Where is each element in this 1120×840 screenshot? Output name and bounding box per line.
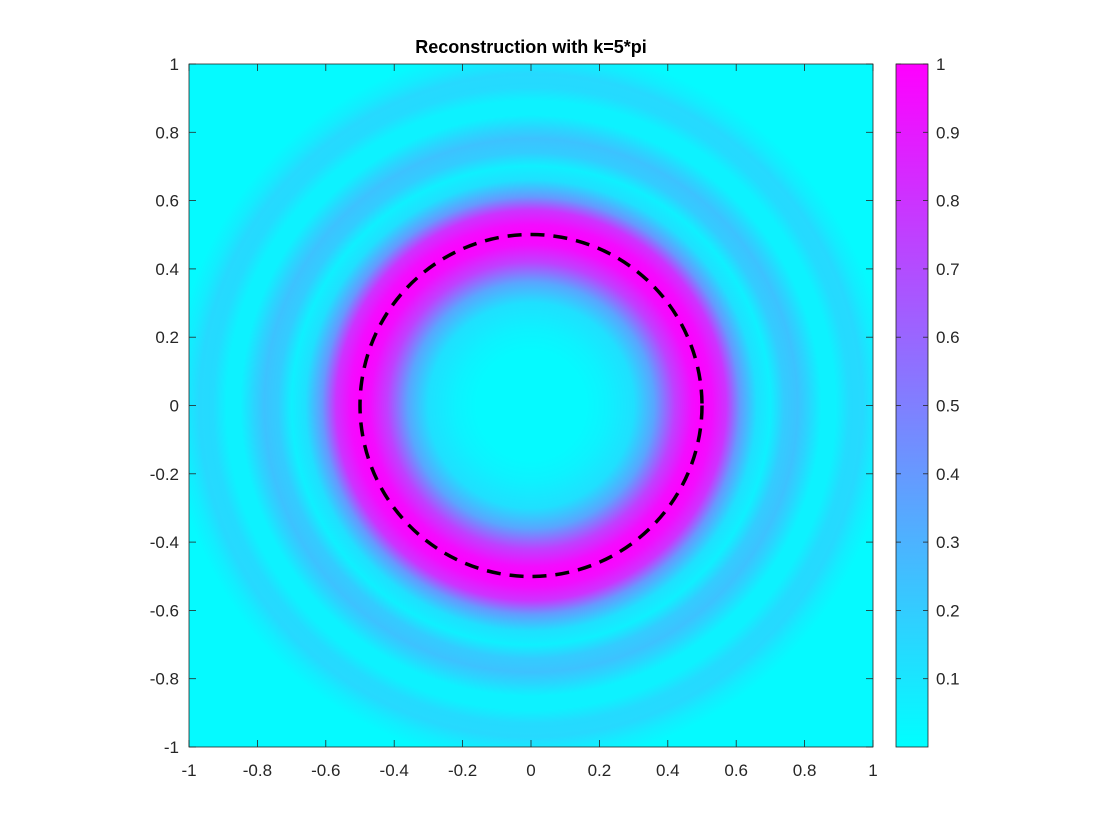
x-tick-label: -0.8: [243, 761, 272, 780]
y-tick-label: -1: [164, 738, 179, 757]
x-tick-label: 0.2: [588, 761, 612, 780]
y-tick-label: 0.2: [155, 328, 179, 347]
colorbar-tick-label: 1: [936, 55, 945, 74]
y-tick-label: -0.6: [150, 601, 179, 620]
x-tick-label: -1: [181, 761, 196, 780]
x-tick-label: 0: [526, 761, 535, 780]
x-axis: -1 -0.8 -0.6 -0.4 -0.2 0 0.2 0.4 0.6 0.8 1: [181, 64, 878, 780]
colorbar-tick-label: 0.1: [936, 670, 960, 689]
colorbar: 1 0.9 0.8 0.7 0.6 0.5 0.4 0.3 0.2 0.1: [895, 55, 960, 748]
colorbar-fill: [896, 64, 928, 747]
colorbar-tick-label: 0.3: [936, 533, 960, 552]
x-tick-label: 1: [868, 761, 877, 780]
y-tick-label: -0.4: [150, 533, 179, 552]
y-tick-label: 0.8: [155, 123, 179, 142]
x-tick-label: -0.2: [448, 761, 477, 780]
colorbar-tick-label: 0.7: [936, 260, 960, 279]
colorbar-ticks: 1 0.9 0.8 0.7 0.6 0.5 0.4 0.3 0.2 0.1: [896, 55, 960, 689]
heatmap-field: [189, 64, 873, 747]
y-tick-label: 0.6: [155, 192, 179, 211]
plot-area: [188, 63, 874, 748]
colorbar-tick-label: 0.9: [936, 123, 960, 142]
x-tick-label: 0.6: [724, 761, 748, 780]
colorbar-tick-label: 0.2: [936, 601, 960, 620]
x-tick-label: -0.6: [311, 761, 340, 780]
y-tick-label: 0.4: [155, 260, 179, 279]
y-tick-label: 0: [170, 397, 179, 416]
colorbar-tick-label: 0.5: [936, 397, 960, 416]
y-tick-label: -0.2: [150, 465, 179, 484]
x-tick-label: -0.4: [380, 761, 409, 780]
x-tick-label: 0.4: [656, 761, 680, 780]
y-tick-label: -0.8: [150, 670, 179, 689]
true-boundary-dashed-circle: [358, 232, 704, 579]
y-axis: 1 0.8 0.6 0.4 0.2 0 -0.2 -0.4 -0.6 -0.8 -1: [150, 55, 873, 757]
chart-title: Reconstruction with k=5*pi: [415, 37, 647, 57]
colorbar-tick-label: 0.8: [936, 192, 960, 211]
x-tick-label: 0.8: [793, 761, 817, 780]
y-tick-label: 1: [170, 55, 179, 74]
colorbar-tick-label: 0.6: [936, 328, 960, 347]
colorbar-tick-label: 0.4: [936, 465, 960, 484]
